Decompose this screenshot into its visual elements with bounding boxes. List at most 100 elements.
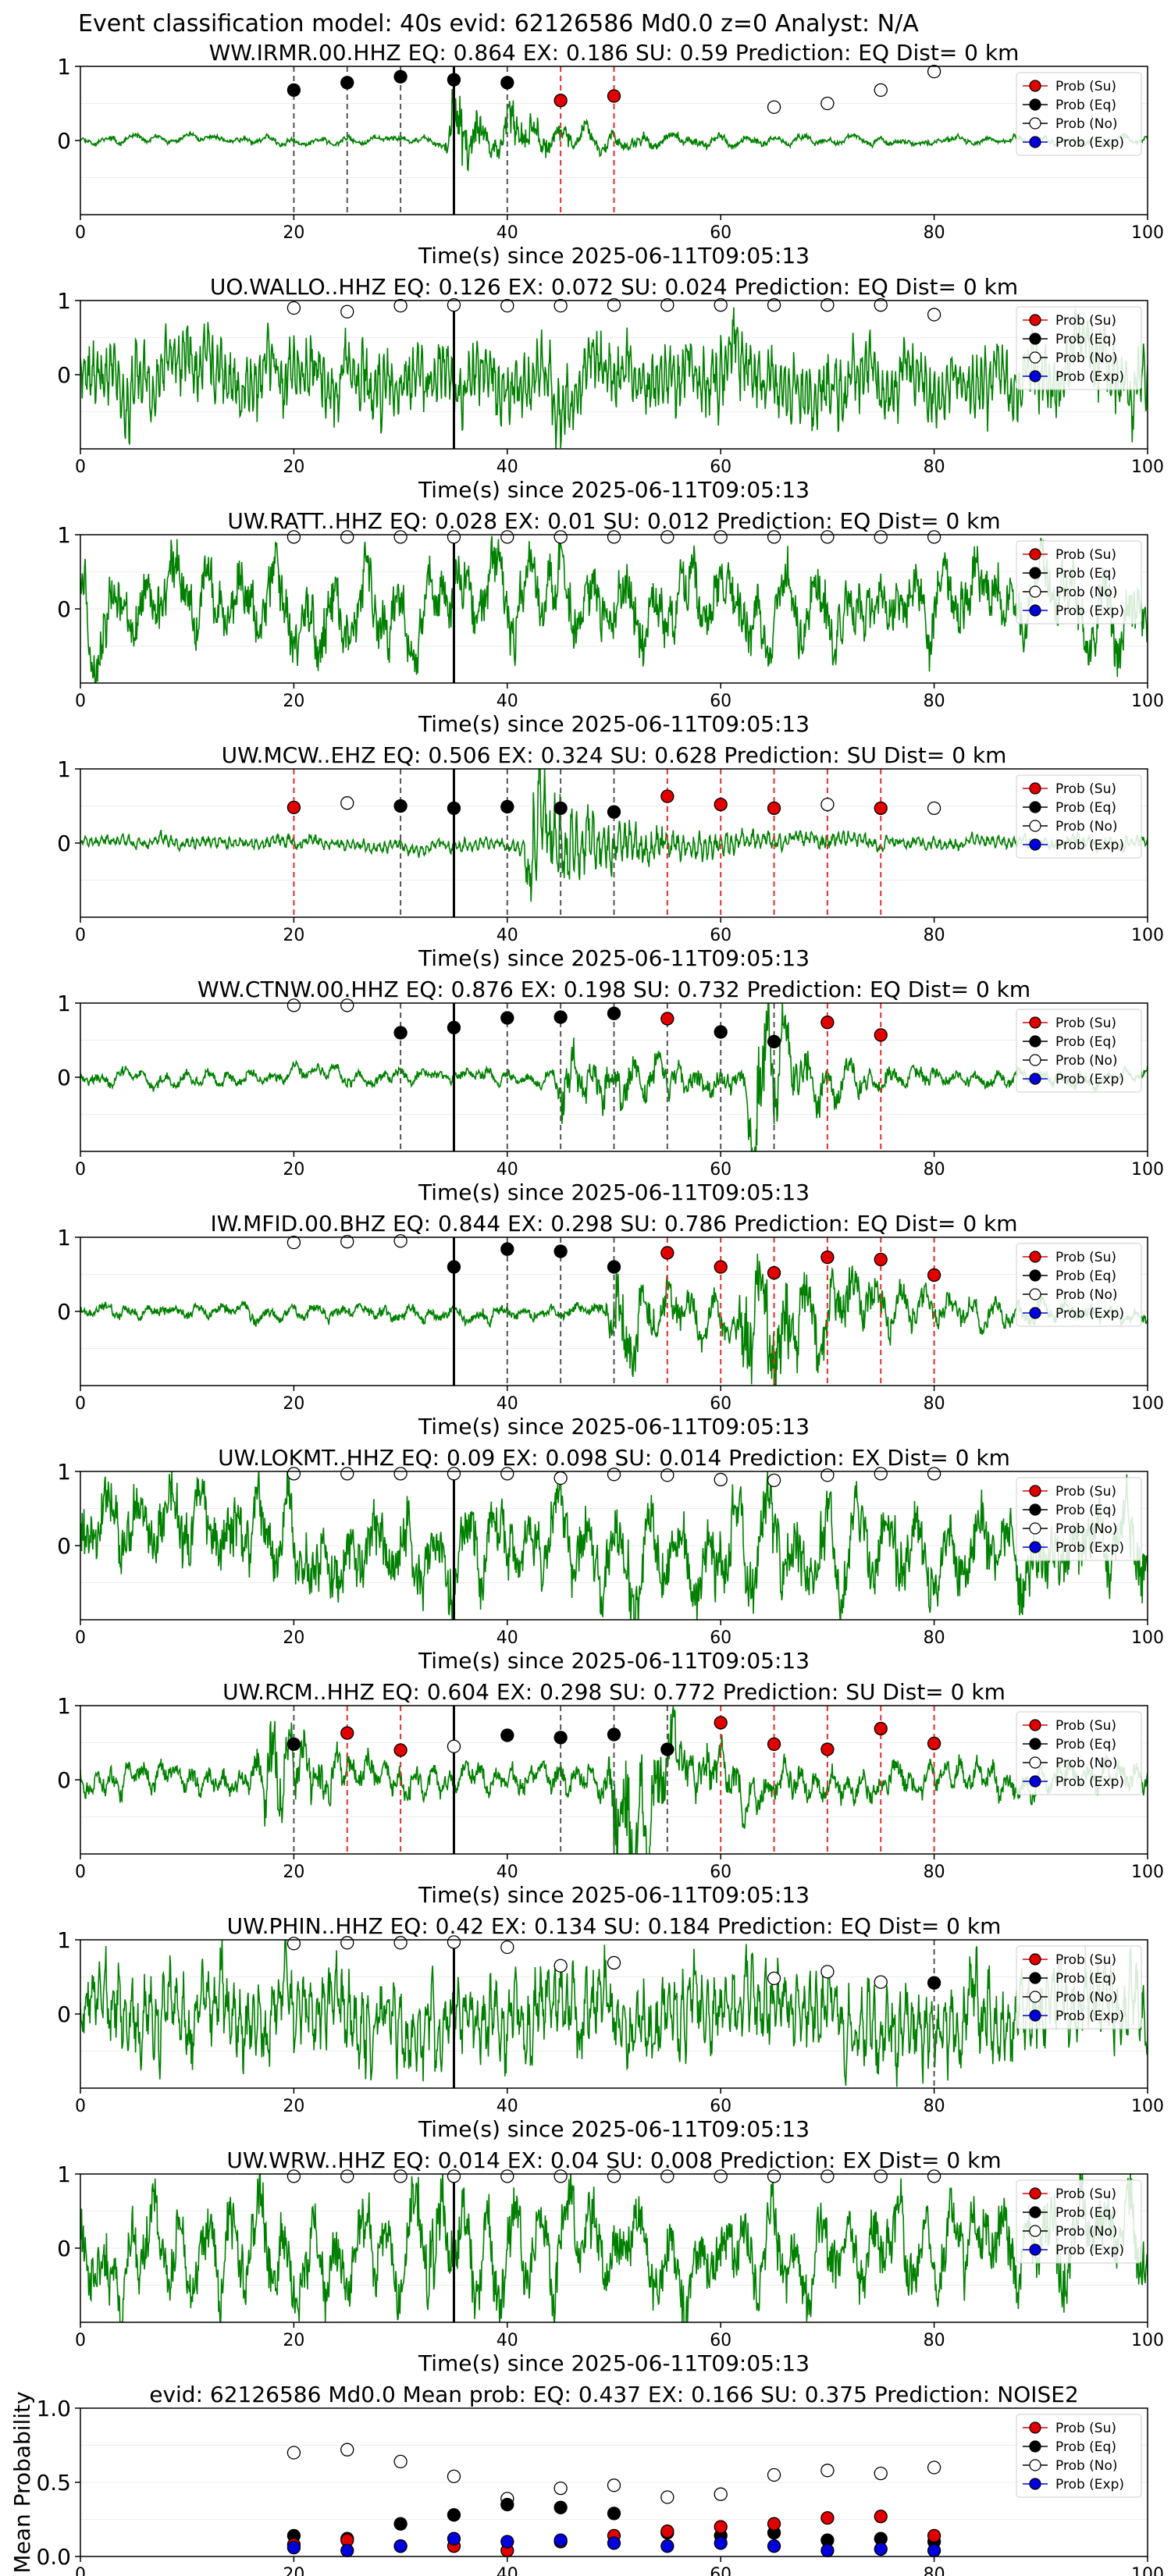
legend-label: Prob (Exp) (1055, 2008, 1124, 2024)
legend-marker (1029, 351, 1041, 364)
x-tick-label: 100 (1131, 223, 1164, 243)
y-tick-label: 0 (57, 362, 71, 388)
x-tick-label: 100 (1131, 457, 1164, 477)
plot-area (80, 1706, 1148, 1854)
panel-7: UW.LOKMT..HHZ EQ: 0.09 EX: 0.098 SU: 0.0… (57, 1445, 1164, 1674)
x-axis-label: Time(s) since 2025-06-11T09:05:13 (418, 243, 810, 269)
x-tick-label: 60 (710, 692, 731, 711)
prob-point-no (767, 1971, 781, 1986)
y-tick-label: 0 (57, 596, 71, 622)
prob-point-no (393, 1467, 408, 1481)
prob-point-no (874, 2169, 888, 2183)
prob-point-eq (927, 1976, 941, 1990)
legend-marker (1029, 548, 1041, 560)
x-tick-label: 80 (924, 223, 945, 243)
x-tick-label: 40 (497, 926, 518, 945)
prob-point-no (820, 2169, 835, 2183)
legend-marker (1029, 585, 1041, 598)
panel-4: UW.MCW..EHZ EQ: 0.506 EX: 0.324 SU: 0.62… (57, 742, 1164, 971)
panel-title: IW.MFID.00.BHZ EQ: 0.844 EX: 0.298 SU: 0… (210, 1211, 1017, 1236)
mean-prob-point-no (287, 2446, 301, 2460)
x-tick-label: 80 (924, 1394, 945, 1414)
x-tick-label: 20 (283, 692, 304, 711)
x-tick-label: 20 (283, 2097, 304, 2116)
x-tick-label: 20 (283, 457, 304, 477)
x-tick-label: 100 (1131, 1160, 1164, 1179)
prob-point-eq (447, 1020, 461, 1034)
legend-marker (1029, 1972, 1041, 1984)
prob-point-no (500, 530, 514, 544)
mean-prob-point-exp (607, 2536, 621, 2550)
panel-title: UW.PHIN..HHZ EQ: 0.42 EX: 0.134 SU: 0.18… (227, 1913, 1002, 1939)
prob-point-su (714, 1716, 728, 1730)
legend-label: Prob (No) (1055, 1053, 1118, 1069)
legend-box (1016, 1243, 1142, 1327)
prob-point-su (660, 789, 674, 803)
x-tick-label: 20 (283, 1394, 304, 1414)
x-tick-label: 100 (1131, 1628, 1164, 1648)
legend-label: Prob (Su) (1055, 1484, 1116, 1500)
legend-box (1016, 1477, 1142, 1561)
legend-marker (1029, 1756, 1041, 1769)
prob-point-no (287, 530, 301, 544)
legend-label: Prob (Eq) (1055, 566, 1116, 582)
mean-prob-point-no (874, 2466, 888, 2481)
mean-prob-point-no (660, 2490, 674, 2504)
legend: Prob (Su) Prob (Eq) Prob (No) Prob (Exp) (1016, 1477, 1142, 1561)
legend: Prob (Su) Prob (Eq) Prob (No) Prob (Exp) (1016, 1711, 1142, 1795)
prob-point-no (927, 530, 941, 544)
x-tick-label: 60 (710, 926, 731, 945)
legend-marker (1029, 820, 1041, 832)
legend-marker (1029, 567, 1041, 579)
legend: Prob (Su) Prob (Eq) Prob (No) Prob (Exp) (1016, 774, 1142, 859)
y-tick-label: 1 (57, 54, 71, 80)
x-tick-label: 60 (710, 223, 731, 243)
legend-marker (1029, 1775, 1041, 1788)
panel-6: IW.MFID.00.BHZ EQ: 0.844 EX: 0.298 SU: 0… (57, 1211, 1164, 1439)
prob-point-su (553, 94, 568, 108)
prob-point-su (767, 1265, 781, 1280)
panel-1: WW.IRMR.00.HHZ EQ: 0.864 EX: 0.186 SU: 0… (57, 40, 1164, 269)
legend-marker (1029, 1522, 1041, 1535)
prob-point-eq (393, 69, 408, 84)
y-tick-label: 0 (57, 2001, 71, 2027)
x-tick-label: 80 (924, 2565, 945, 2576)
prob-point-eq (447, 801, 461, 815)
y-tick-label: 1 (57, 2161, 71, 2187)
legend-box (1016, 540, 1142, 624)
prob-point-no (500, 298, 514, 313)
x-tick-label: 40 (497, 2565, 518, 2576)
prob-point-no (393, 2169, 408, 2183)
x-tick-label: 80 (924, 2097, 945, 2116)
mean-prob-point-exp (660, 2539, 674, 2553)
x-tick-label: 0 (75, 692, 86, 711)
mean-prob-point-no (553, 2481, 568, 2496)
legend: Prob (Su) Prob (Eq) Prob (No) Prob (Exp) (1016, 1945, 1142, 2030)
legend: Prob (Su) Prob (Eq) Prob (No) Prob (Exp) (1016, 540, 1142, 624)
prob-point-no (340, 530, 354, 544)
legend-marker (1029, 117, 1041, 130)
legend-label: Prob (No) (1055, 2224, 1118, 2240)
x-axis-label: Time(s) since 2025-06-11T09:05:13 (418, 2350, 810, 2376)
legend-label: Prob (Su) (1055, 313, 1116, 329)
prob-point-su (767, 801, 781, 815)
x-tick-label: 20 (283, 2565, 304, 2576)
prob-point-eq (553, 1244, 568, 1258)
prob-point-no (820, 797, 835, 812)
mean-prob-point-no (927, 2460, 941, 2475)
mean-prob-point-no (340, 2443, 354, 2457)
prob-point-no (287, 998, 301, 1012)
prob-point-no (874, 83, 888, 98)
panel-title: UW.MCW..EHZ EQ: 0.506 EX: 0.324 SU: 0.62… (222, 742, 1007, 768)
x-tick-label: 20 (283, 926, 304, 945)
y-tick-label: 1 (57, 288, 71, 314)
legend-label: Prob (Eq) (1055, 332, 1116, 347)
x-axis-label: Time(s) since 2025-06-11T09:05:13 (418, 477, 810, 503)
waveform-line (80, 1254, 1148, 1386)
legend-marker (1029, 1991, 1041, 2003)
mean-prob-point-su (820, 2510, 835, 2525)
x-tick-label: 60 (710, 1628, 731, 1648)
prob-point-no (553, 298, 568, 313)
legend-marker (1029, 1503, 1041, 1516)
prob-point-no (553, 1959, 568, 1973)
